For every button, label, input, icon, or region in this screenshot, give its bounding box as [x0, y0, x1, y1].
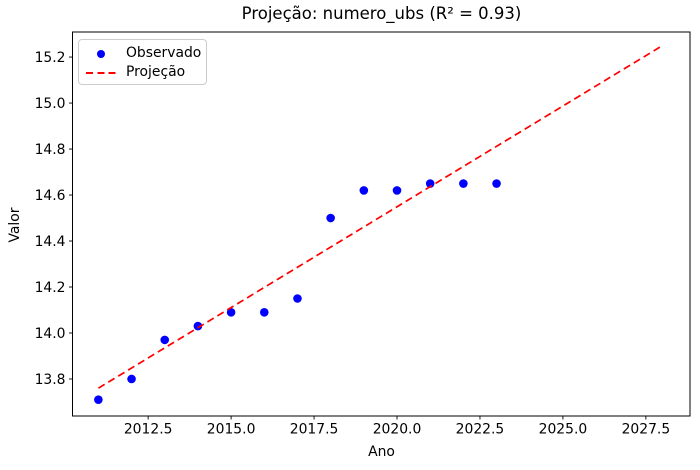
data-point-observado [193, 321, 203, 331]
data-point-observado [425, 179, 435, 188]
y-tick-label: 13.8 [35, 372, 66, 388]
y-tick-label: 15.0 [35, 96, 66, 112]
data-point-observado [293, 294, 302, 303]
data-point-observado [226, 307, 236, 317]
y-tick-label: 14.0 [35, 326, 66, 342]
legend-label-projecao: Projeção [126, 64, 186, 80]
dashed-line-icon [86, 71, 116, 74]
data-point-observado [259, 307, 269, 317]
x-tick-label: 2017.5 [290, 422, 339, 438]
chart-title: Projeção: numero_ubs (R² = 0.93) [241, 4, 522, 23]
legend-label-observado: Observado [126, 45, 202, 61]
x-tick-label: 2012.5 [124, 422, 173, 438]
data-point-observado [359, 186, 369, 195]
x-tick-label: 2022.5 [456, 422, 505, 438]
data-point-observado [94, 395, 103, 404]
legend-handle [86, 49, 116, 58]
data-point-observado [326, 213, 335, 223]
scatter-marker-icon [97, 49, 105, 58]
legend-item-observado: Observado [86, 44, 202, 63]
y-tick-label: 14.8 [35, 142, 66, 158]
data-point-observado [127, 374, 136, 384]
legend-item-projecao: Projeção [86, 63, 198, 82]
y-axis-label: Valor [7, 207, 23, 243]
legend-handle [86, 71, 116, 74]
x-tick-label: 2020.0 [373, 422, 422, 438]
data-point-observado [392, 186, 402, 195]
x-tick-label: 2015.0 [207, 422, 256, 438]
y-tick-label: 14.4 [35, 234, 66, 250]
x-axis-label: Ano [368, 444, 395, 460]
data-point-observado [160, 335, 170, 345]
x-tick-label: 2025.0 [539, 422, 588, 438]
data-point-observado [459, 179, 468, 188]
y-tick-label: 14.6 [35, 188, 66, 204]
x-tick-label: 2027.5 [622, 422, 671, 438]
y-tick-label: 15.2 [35, 50, 66, 66]
projection-line [97, 44, 663, 389]
y-tick-label: 14.2 [35, 280, 66, 296]
data-point-observado [492, 179, 501, 188]
legend: Observado Projeção [78, 39, 207, 85]
plot-frame [72, 31, 691, 417]
